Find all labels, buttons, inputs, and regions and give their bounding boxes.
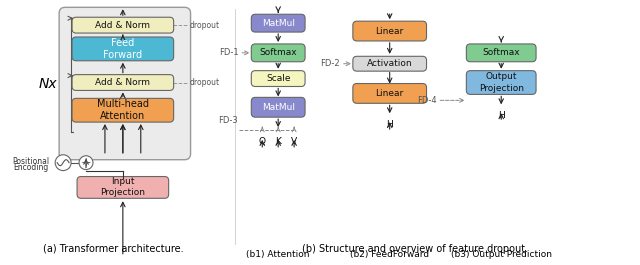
Text: MatMul: MatMul (262, 19, 294, 28)
Text: Q: Q (259, 137, 266, 146)
Text: FD-3: FD-3 (219, 116, 238, 125)
Text: (b) Structure and overview of feature dropout.: (b) Structure and overview of feature dr… (301, 244, 527, 254)
Text: Linear: Linear (376, 26, 404, 36)
Text: FD-4: FD-4 (417, 96, 436, 105)
Text: +: + (81, 156, 92, 169)
Text: Add & Norm: Add & Norm (95, 21, 150, 30)
FancyBboxPatch shape (59, 7, 191, 160)
Text: Add & Norm: Add & Norm (95, 78, 150, 87)
Text: (b3) Output Prediction: (b3) Output Prediction (451, 250, 552, 259)
Circle shape (55, 155, 71, 171)
FancyBboxPatch shape (252, 44, 305, 62)
Text: Input
Projection: Input Projection (100, 177, 145, 197)
Text: Feed
Forward: Feed Forward (103, 38, 143, 60)
FancyBboxPatch shape (353, 21, 426, 41)
Text: H: H (387, 120, 393, 129)
Text: H: H (498, 111, 504, 120)
Text: FD-1: FD-1 (219, 48, 238, 57)
FancyBboxPatch shape (252, 14, 305, 32)
FancyBboxPatch shape (252, 71, 305, 86)
Text: dropout: dropout (189, 21, 220, 30)
FancyBboxPatch shape (72, 37, 173, 61)
Text: V: V (291, 137, 297, 146)
Text: K: K (275, 137, 281, 146)
FancyBboxPatch shape (353, 56, 426, 71)
FancyBboxPatch shape (252, 97, 305, 117)
FancyBboxPatch shape (77, 176, 169, 198)
Text: Linear: Linear (376, 89, 404, 98)
FancyBboxPatch shape (72, 98, 173, 122)
Text: Multi-head
Attention: Multi-head Attention (97, 99, 149, 121)
Text: Nx: Nx (39, 77, 58, 91)
FancyBboxPatch shape (72, 17, 173, 33)
Text: (a) Transformer architecture.: (a) Transformer architecture. (43, 244, 183, 254)
Text: MatMul: MatMul (262, 103, 294, 112)
Text: dropout: dropout (189, 78, 220, 87)
Text: Softmax: Softmax (259, 48, 297, 57)
Text: FD-2: FD-2 (320, 59, 340, 68)
Text: Encoding: Encoding (13, 163, 49, 172)
FancyBboxPatch shape (353, 83, 426, 103)
Text: (b1) Attention: (b1) Attention (246, 250, 310, 259)
FancyBboxPatch shape (467, 71, 536, 94)
Text: Scale: Scale (266, 74, 291, 83)
Text: Positional: Positional (13, 157, 50, 166)
Text: Softmax: Softmax (483, 48, 520, 57)
Text: Activation: Activation (367, 59, 413, 68)
Circle shape (79, 156, 93, 170)
FancyBboxPatch shape (467, 44, 536, 62)
Text: Output
Projection: Output Projection (479, 73, 524, 92)
FancyBboxPatch shape (72, 75, 173, 90)
Text: (b2) FeedForward: (b2) FeedForward (350, 250, 429, 259)
